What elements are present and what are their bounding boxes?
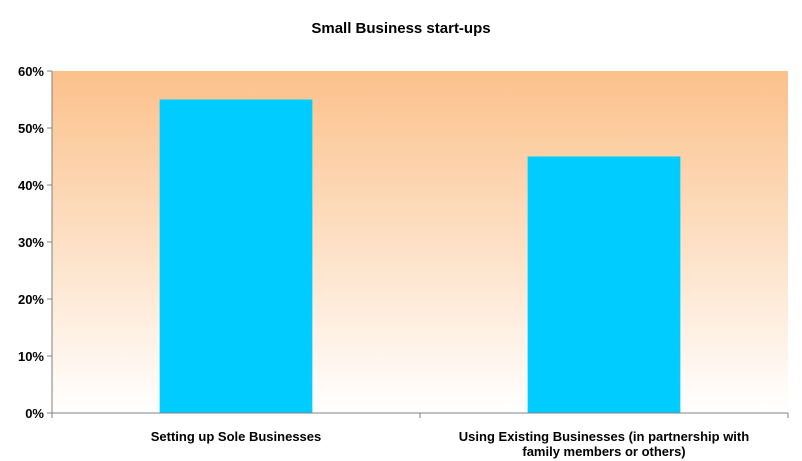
x-category-label: Setting up Sole Businesses — [151, 429, 322, 444]
y-tick-label: 0% — [25, 406, 44, 421]
x-category-label: family members or others) — [522, 444, 685, 459]
chart-title: Small Business start-ups — [311, 20, 490, 37]
y-tick-label: 40% — [18, 178, 44, 193]
x-category-label: Using Existing Businesses (in partnershi… — [459, 429, 749, 444]
y-tick-label: 60% — [18, 64, 44, 79]
y-tick-label: 20% — [18, 292, 44, 307]
x-axis-labels: Setting up Sole Businesses Using Existing… — [151, 429, 750, 459]
y-tick-label: 30% — [18, 235, 44, 250]
bars-group — [159, 99, 681, 413]
y-tick-label: 10% — [18, 349, 44, 364]
bar — [527, 156, 681, 413]
y-tick-label: 50% — [18, 121, 44, 136]
y-axis-ticks: 0% 10% 20% 30% 40% 50% 60% — [18, 64, 52, 421]
x-axis-ticks — [51, 413, 789, 418]
bar — [159, 99, 313, 413]
